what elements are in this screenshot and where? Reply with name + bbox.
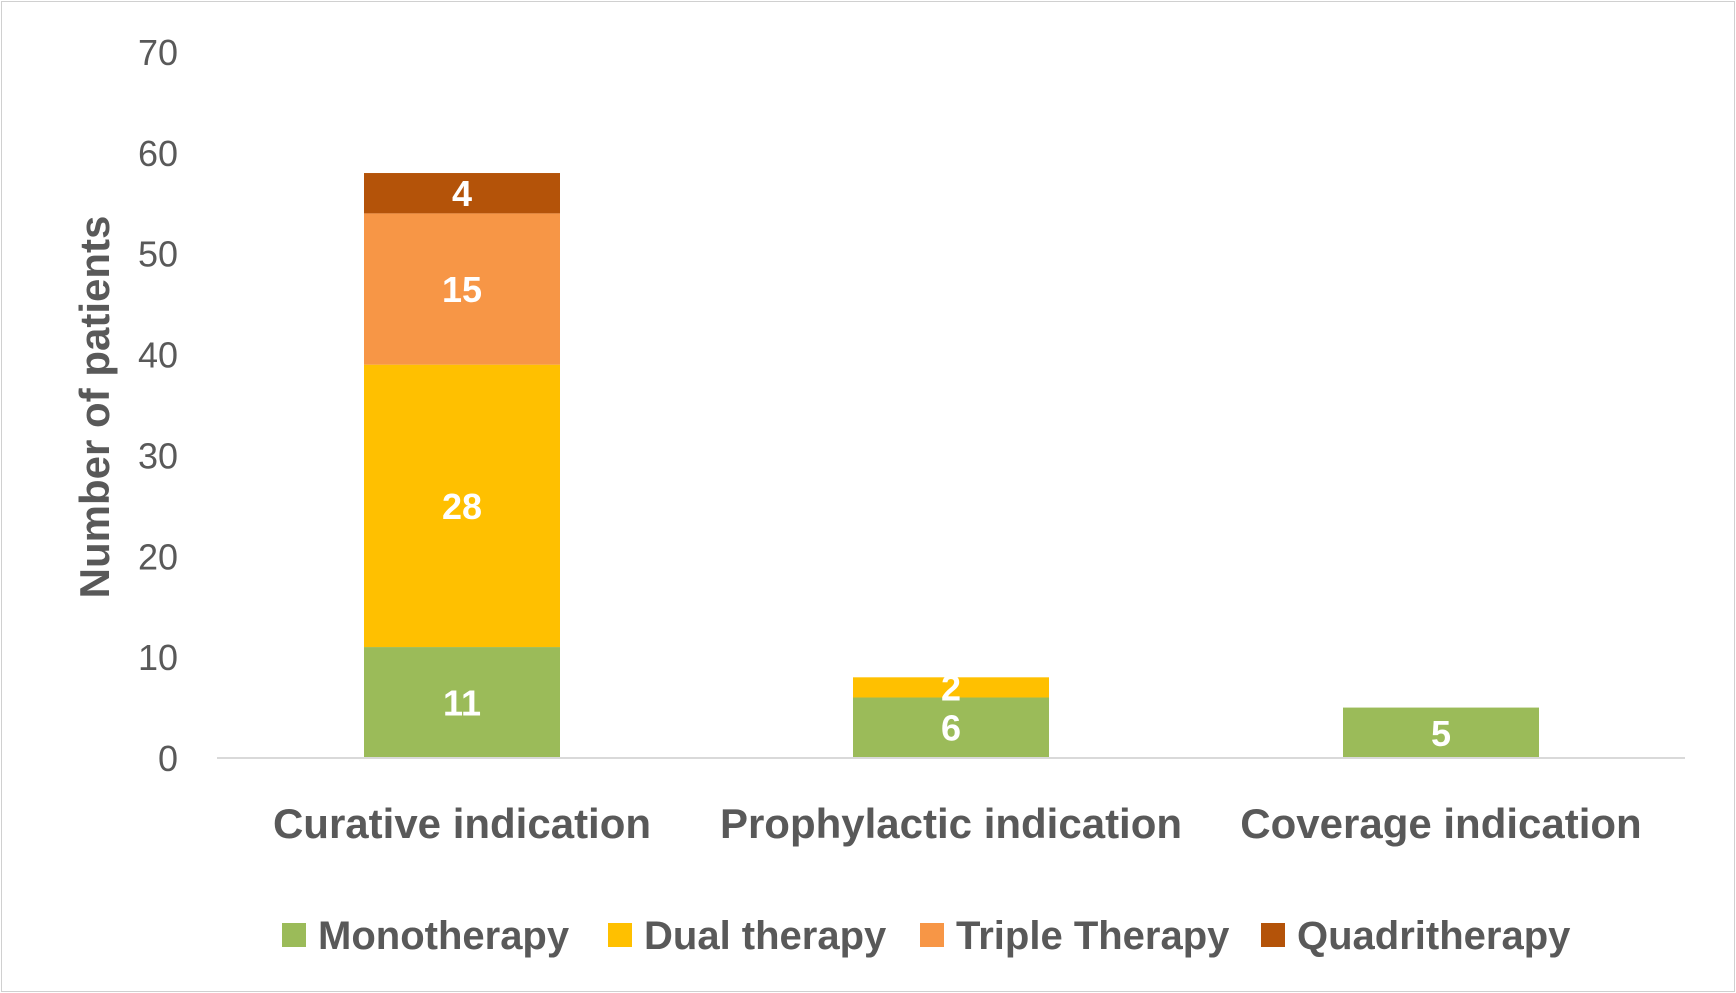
legend-swatch: [608, 923, 632, 947]
y-tick-label: 50: [138, 234, 178, 275]
legend: Monotherapy Dual therapy Triple Therapy Qua…: [282, 914, 1571, 958]
y-tick-label: 20: [138, 536, 178, 577]
data-label: 5: [1431, 713, 1451, 754]
data-label: 4: [452, 173, 472, 214]
legend-label: Triple Therapy: [956, 914, 1230, 958]
y-tick-label: 10: [138, 637, 178, 678]
x-category-label: Coverage indication: [1240, 800, 1641, 847]
x-axis-categories: Curative indication Prophylactic indicati…: [273, 800, 1642, 847]
bars: 11 28 15 4 62 5: [364, 173, 1539, 758]
y-tick-label: 0: [158, 738, 178, 779]
legend-swatch: [282, 923, 306, 947]
legend-swatch: [920, 923, 944, 947]
legend-label: Monotherapy: [318, 914, 570, 958]
y-tick-label: 60: [138, 133, 178, 174]
y-tick-label: 70: [138, 32, 178, 73]
legend-swatch: [1261, 923, 1285, 947]
data-label: 28: [442, 486, 482, 527]
y-axis-ticks: 0 10 20 30 40 50 60 70: [138, 32, 178, 779]
legend-label: Quadritherapy: [1297, 914, 1571, 958]
x-category-label: Curative indication: [273, 800, 651, 847]
y-axis-label: Number of patients: [71, 216, 118, 599]
legend-label: Dual therapy: [644, 914, 887, 958]
y-tick-label: 40: [138, 335, 178, 376]
bar-segment: [364, 213, 560, 365]
bar-segment: [1343, 707, 1539, 758]
bar-segment: [853, 697, 1049, 758]
x-category-label: Prophylactic indication: [720, 800, 1182, 847]
bar-segment: [364, 364, 560, 648]
bar-segment: [364, 173, 560, 214]
data-label: 2: [941, 667, 961, 708]
y-tick-label: 30: [138, 435, 178, 476]
data-label: 6: [941, 708, 961, 749]
bar-segment: [853, 677, 1049, 698]
data-label: 15: [442, 269, 482, 310]
bar-segment: [364, 647, 560, 758]
data-label: 11: [443, 683, 481, 724]
